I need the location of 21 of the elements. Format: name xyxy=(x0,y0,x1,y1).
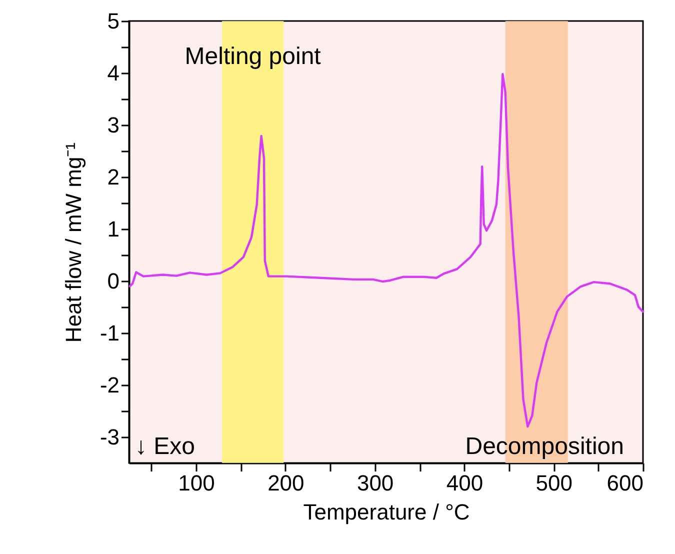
x-tick-label: 500 xyxy=(536,470,572,496)
x-tick-label: 200 xyxy=(268,470,304,496)
y-axis-title: Heat flow / mW mg⁻¹ xyxy=(60,142,86,343)
y-tick-label: 0 xyxy=(107,268,120,294)
y-tick-label: 4 xyxy=(107,60,120,86)
x-tick-label: 600 xyxy=(606,470,644,496)
x-tick-label: 100 xyxy=(178,470,215,496)
y-tick-label: 1 xyxy=(107,216,120,242)
y-tick-label: 5 xyxy=(107,8,120,34)
x-tick-label: 300 xyxy=(356,470,394,496)
band-label: Decomposition xyxy=(465,433,624,460)
y-tick-label: -2 xyxy=(100,372,120,398)
line-series xyxy=(128,72,644,428)
annotation: ↓ Exo xyxy=(135,433,196,460)
band-label: Melting point xyxy=(184,43,322,70)
x-axis-title: Temperature / °C xyxy=(303,500,470,524)
y-tick-label: 3 xyxy=(107,112,120,138)
y-tick-label: 2 xyxy=(107,164,120,190)
y-tick-label: -1 xyxy=(100,320,120,346)
y-tick-label: -3 xyxy=(100,424,120,450)
x-tick-label: 400 xyxy=(446,470,484,496)
